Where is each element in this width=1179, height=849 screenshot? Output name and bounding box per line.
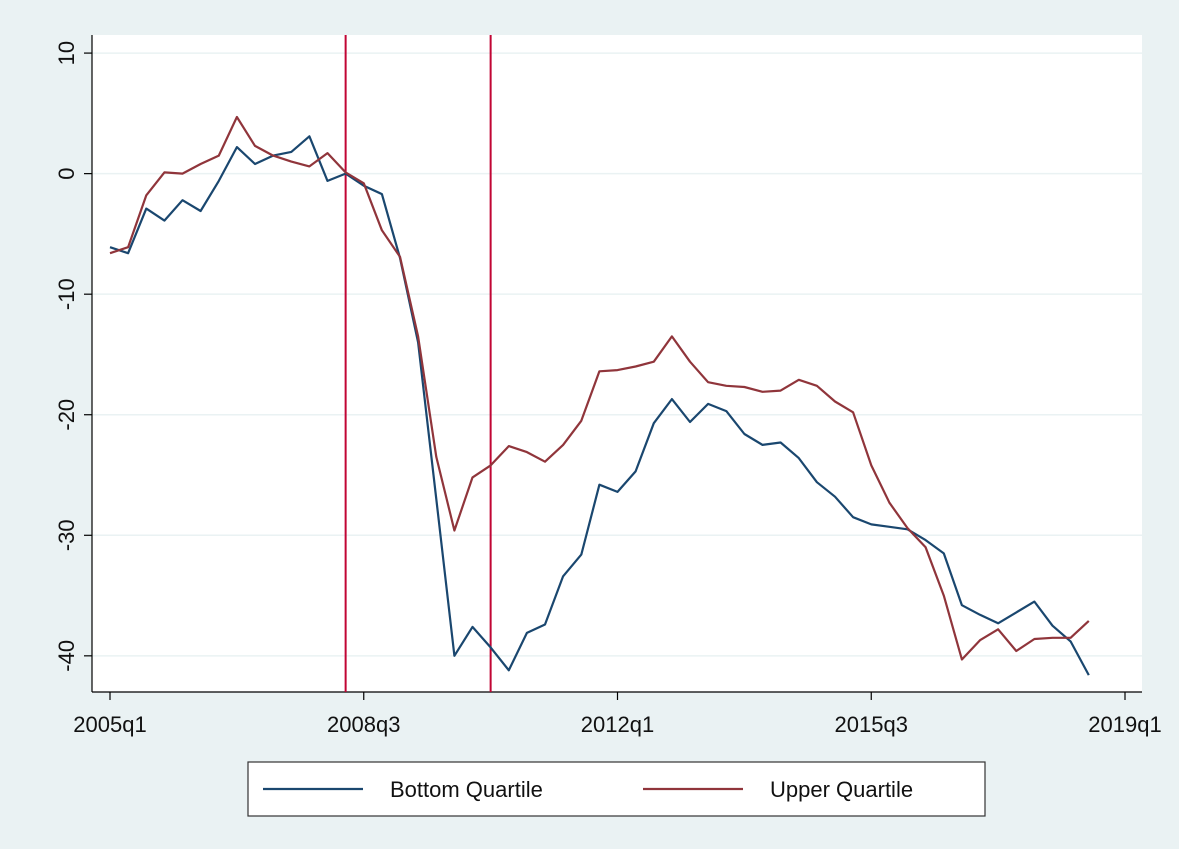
y-tick-label: 0 (54, 168, 79, 180)
y-tick-label: 10 (54, 41, 79, 65)
y-tick-label: -30 (54, 519, 79, 551)
y-tick-label: -40 (54, 640, 79, 672)
x-tick-label: 2019q1 (1088, 712, 1161, 737)
x-tick-label: 2005q1 (73, 712, 146, 737)
legend-label: Bottom Quartile (390, 777, 543, 802)
y-tick-label: -10 (54, 278, 79, 310)
y-tick-label: -20 (54, 399, 79, 431)
x-tick-label: 2012q1 (581, 712, 654, 737)
plot-area (92, 35, 1142, 692)
legend (247, 761, 986, 817)
x-tick-label: 2015q3 (835, 712, 908, 737)
series-line (109, 115, 1090, 661)
legend-label: Upper Quartile (770, 777, 913, 802)
x-tick-label: 2008q3 (327, 712, 400, 737)
